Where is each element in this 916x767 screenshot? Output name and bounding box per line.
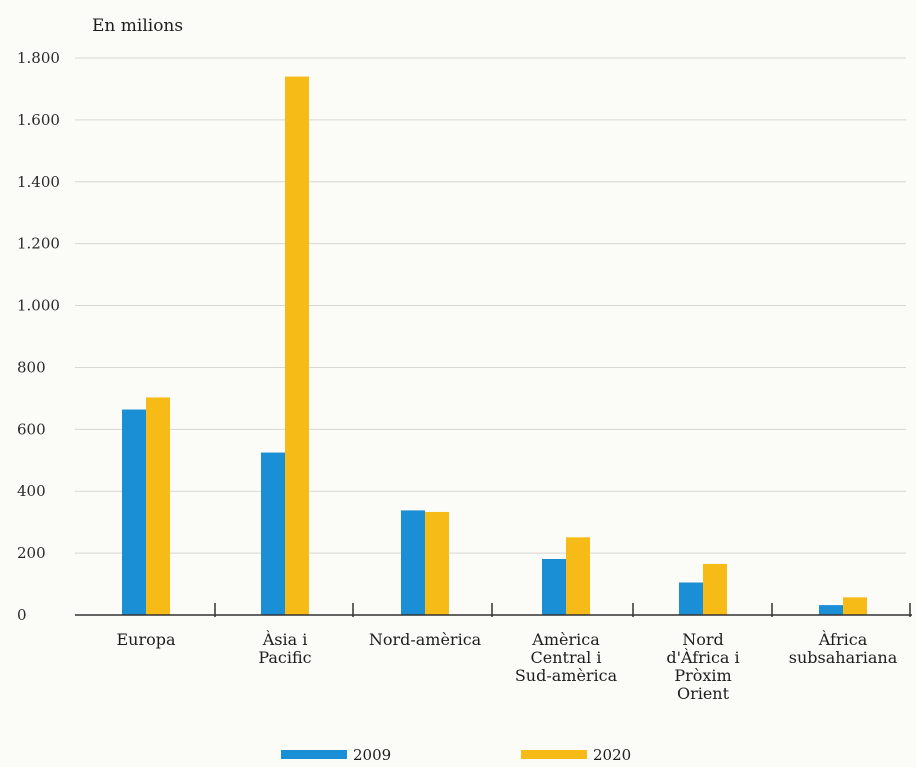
category-label-line: Nord: [682, 630, 724, 649]
bar-2020-0: [146, 397, 170, 615]
bar-2009-2: [401, 510, 425, 615]
y-tick-label: 1.800: [17, 49, 60, 67]
y-tick-label: 800: [17, 358, 46, 376]
bar-2020-5: [843, 597, 867, 615]
y-tick-label: 1.400: [17, 173, 60, 191]
category-label-line: Europa: [116, 630, 176, 649]
category-label: Àsia i Pacific: [258, 629, 311, 667]
bar-2020-3: [566, 537, 590, 615]
category-label-line: Orient: [677, 684, 730, 703]
category-label-line: Pròxim: [674, 666, 731, 685]
y-axis-ticks: 0 200 400 600 800 1.000 1.200 1.400 1.600 1.800: [17, 49, 60, 624]
bar-2009-1: [261, 452, 285, 615]
category-label-line: Àfrica: [818, 629, 868, 649]
category-label-line: Àsia i: [262, 629, 308, 649]
category-label-line: d'Àfrica i: [666, 647, 739, 667]
category-label-line: Amèrica: [531, 630, 600, 649]
bar-2009-0: [122, 409, 146, 615]
bar-2009-4: [679, 582, 703, 615]
bar-2009-5: [819, 605, 843, 615]
legend: 2009 2020: [281, 746, 631, 764]
x-axis: [75, 603, 912, 617]
bar-2020-1: [285, 76, 309, 616]
bars: [122, 76, 867, 616]
category-label: Nord d'Àfrica i Pròxim Orient: [666, 630, 739, 703]
x-axis-category-labels: Europa Àsia i Pacific Nord-amèrica Amèrica Ce…: [116, 629, 897, 703]
y-tick-label: 600: [17, 420, 46, 438]
category-label: Àfrica subsahariana: [789, 629, 898, 667]
legend-label-2009: 2009: [353, 746, 391, 764]
category-label-line: Sud-amèrica: [515, 666, 618, 685]
y-tick-label: 400: [17, 482, 46, 500]
category-label: Europa: [116, 630, 176, 649]
category-label-line: Central i: [531, 648, 602, 667]
category-label-line: Nord-amèrica: [369, 630, 482, 649]
y-unit-label: En milions: [92, 16, 183, 36]
gridlines: [75, 57, 906, 554]
y-tick-label: 0: [17, 606, 27, 624]
legend-swatch-2020: [521, 750, 587, 759]
bar-2020-4: [703, 563, 727, 615]
category-label-line: Pacific: [258, 648, 311, 667]
category-label-line: subsahariana: [789, 648, 898, 667]
legend-swatch-2009: [281, 750, 347, 759]
category-label: Amèrica Central i Sud-amèrica: [515, 630, 618, 685]
bar-2020-2: [425, 511, 449, 615]
legend-label-2020: 2020: [593, 746, 631, 764]
y-tick-label: 1.000: [17, 297, 60, 315]
y-tick-label: 200: [17, 544, 46, 562]
bar-2009-3: [542, 558, 566, 615]
y-tick-label: 1.200: [17, 235, 60, 253]
y-tick-label: 1.600: [17, 111, 60, 129]
category-label: Nord-amèrica: [369, 630, 482, 649]
